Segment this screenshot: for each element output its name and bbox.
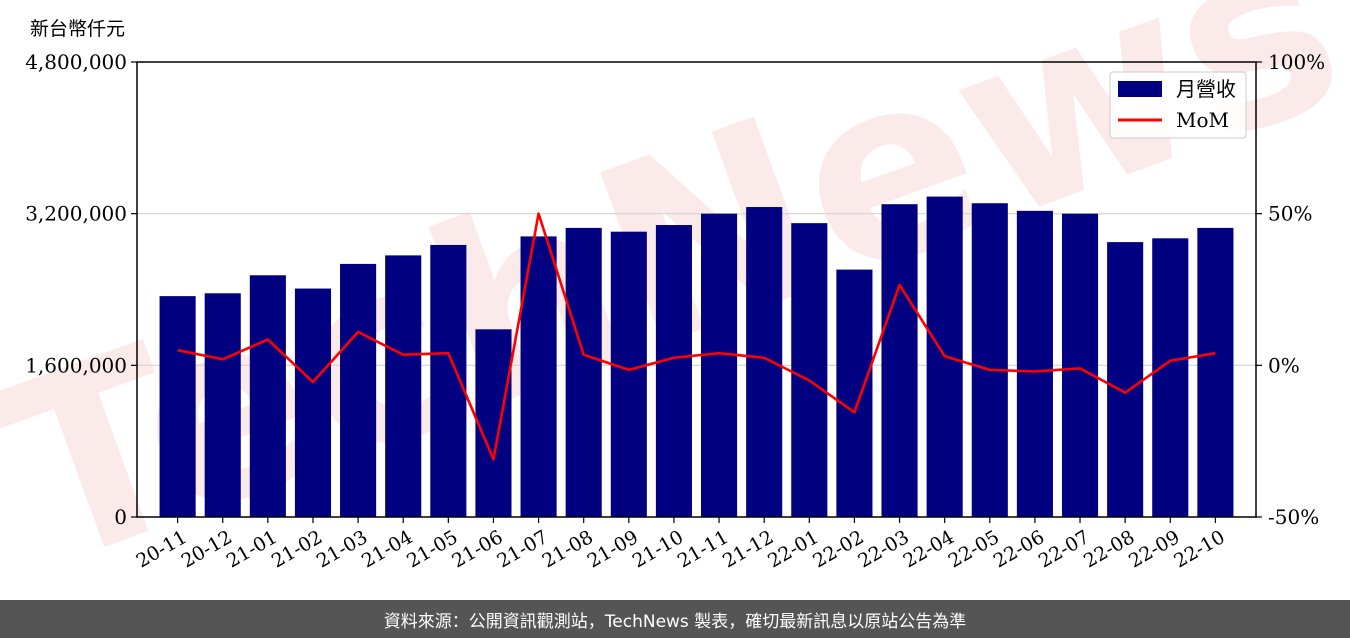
x-tick-label: 21-05 [403,526,461,572]
y-right-tick-label: 0% [1268,353,1300,377]
bar-series-revenue [159,196,1234,518]
bar-20-12 [204,293,241,517]
x-tick-label: 22-08 [1080,526,1138,572]
mom-line [177,212,1216,461]
bar-22-06 [1016,210,1053,517]
y-axis-unit-label: 新台幣仟元 [30,18,126,40]
bar-22-09 [1152,238,1189,517]
x-tick-label: 22-02 [809,526,867,572]
legend-label-mom: MoM [1176,108,1229,132]
y-right-tick-label: 50% [1268,202,1312,226]
bar-22-03 [881,204,918,517]
y-left-tick-label: 3,200,000 [25,202,127,226]
x-tick-label: 21-04 [358,526,416,572]
bar-21-03 [340,263,377,517]
source-footer: 資料來源：公開資訊觀測站，TechNews 製表，確切最新訊息以原站公告為準 [0,600,1350,638]
bar-21-11 [701,213,738,517]
legend-swatch-revenue [1118,81,1162,97]
bar-21-09 [610,231,647,518]
legend: 月營收 MoM [1109,71,1247,139]
x-tick-label: 22-01 [764,526,822,572]
legend-label-revenue: 月營收 [1176,77,1236,101]
x-tick-label: 22-10 [1170,526,1228,572]
bar-21-02 [294,288,332,517]
bar-20-11 [159,296,196,517]
x-tick-label: 21-12 [719,526,777,572]
x-tick-label: 21-07 [493,526,551,572]
x-tick-label: 21-06 [448,526,506,572]
x-tick-label: 22-04 [900,526,958,572]
bar-21-01 [249,275,286,517]
x-tick-label: 22-07 [1035,526,1093,572]
x-tick-label: 22-06 [990,526,1048,572]
x-tick-label: 21-09 [584,526,642,572]
x-tick-label: 22-05 [945,526,1003,572]
footer-text: 資料來源：公開資訊觀測站，TechNews 製表，確切最新訊息以原站公告為準 [383,611,967,632]
x-tick-label: 22-03 [854,526,912,572]
x-tick-label: 21-03 [313,526,371,572]
bar-22-07 [1061,213,1099,517]
bar-21-08 [565,227,602,517]
bar-22-01 [791,223,828,518]
x-tick-label: 21-11 [674,526,732,572]
x-tick-label: 22-09 [1125,526,1183,572]
x-tick-label: 21-08 [539,526,597,572]
y-left-tick-label: 1,600,000 [25,353,127,377]
bar-21-04 [385,255,422,517]
y-right-tick-label: -50% [1268,505,1319,529]
y-right-tick-label: 100% [1268,50,1325,74]
x-tick-label: 21-10 [629,526,687,572]
bar-22-10 [1197,227,1234,517]
y-axis-right: -50% 0% 50% 100% [1256,50,1325,529]
y-left-tick-label: 4,800,000 [25,50,127,74]
plot-frame [136,61,1257,518]
bar-21-12 [746,207,783,517]
bar-22-08 [1107,242,1144,517]
bar-21-06 [475,329,512,517]
line-series-mom [177,212,1216,461]
bar-21-10 [655,225,692,517]
bar-22-05 [971,203,1008,518]
y-left-tick-label: 0 [114,505,127,529]
bar-22-02 [836,269,873,517]
y-axis-left: 0 1,600,000 3,200,000 4,800,000 [25,50,137,529]
